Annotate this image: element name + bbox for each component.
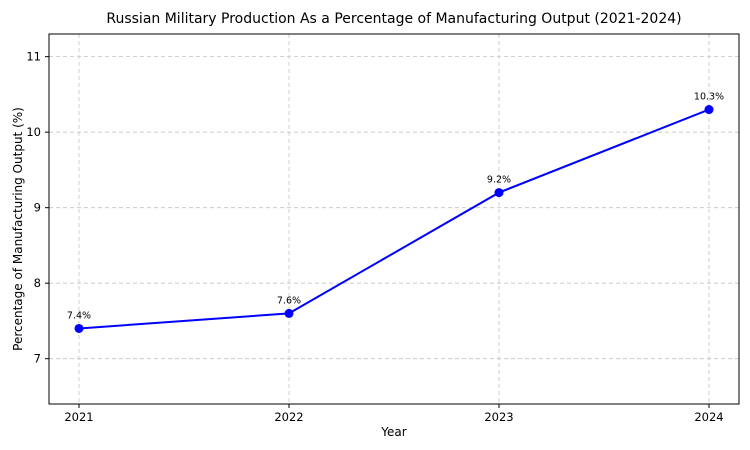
chart-title: Russian Military Production As a Percent… — [106, 11, 681, 27]
series-line — [78, 108, 710, 330]
y-tick-label: 11 — [26, 50, 41, 64]
y-axis-label: Percentage of Manufacturing Output (%) — [11, 107, 25, 351]
y-tick-label: 9 — [34, 201, 41, 215]
x-tick-label: 2022 — [274, 410, 303, 424]
x-axis-label: Year — [380, 425, 406, 439]
grid-lines — [49, 34, 739, 404]
data-label: 9.2% — [487, 175, 511, 186]
data-label: 10.3% — [694, 92, 724, 103]
x-tick-label: 2023 — [484, 410, 513, 424]
series — [74, 105, 714, 333]
y-tick-label: 8 — [34, 276, 41, 290]
axes: 7 8 9 10 11 2021 2022 2023 2024 — [26, 33, 740, 424]
data-point-marker — [74, 323, 84, 333]
y-tick-label: 10 — [26, 125, 41, 139]
x-tick-label: 2024 — [694, 410, 723, 424]
y-tick-label: 7 — [34, 352, 41, 366]
plot-frame — [48, 33, 740, 405]
x-tick-label: 2021 — [64, 410, 93, 424]
data-label: 7.6% — [277, 295, 301, 306]
data-point-marker — [494, 188, 504, 198]
data-point-marker — [704, 105, 714, 115]
data-label: 7.4% — [67, 310, 91, 321]
data-labels: 7.4% 7.6% 9.2% 10.3% — [67, 92, 724, 322]
data-point-marker — [284, 308, 294, 318]
